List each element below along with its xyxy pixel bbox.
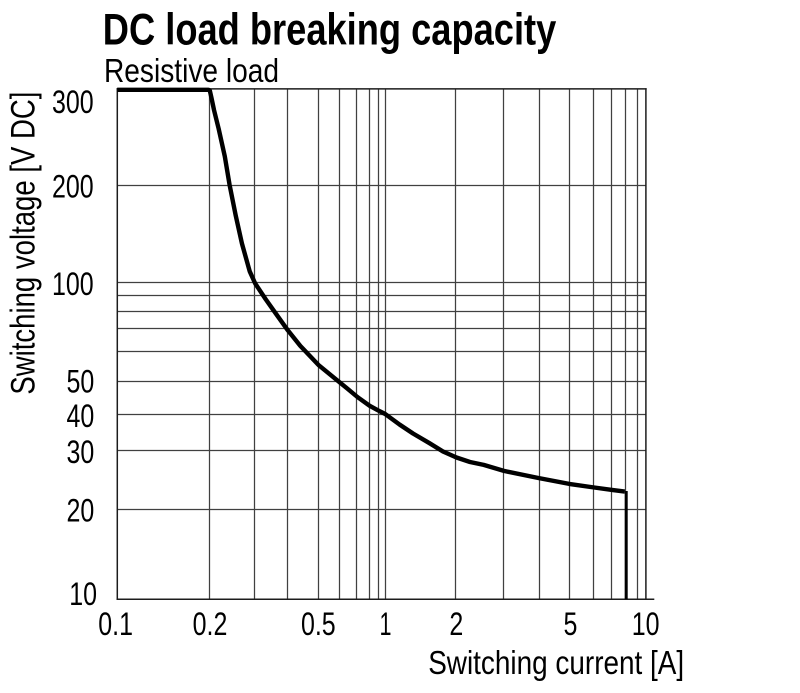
svg-text:2: 2 <box>449 606 463 642</box>
svg-text:1: 1 <box>380 606 392 642</box>
svg-text:0.5: 0.5 <box>301 606 336 642</box>
svg-text:Switching current [A]: Switching current [A] <box>428 645 684 682</box>
svg-text:30: 30 <box>67 434 95 470</box>
svg-text:0.2: 0.2 <box>193 606 228 642</box>
svg-text:300: 300 <box>52 84 94 120</box>
svg-text:DC load breaking capacity: DC load breaking capacity <box>103 6 557 55</box>
svg-text:10: 10 <box>632 606 660 642</box>
svg-text:Switching voltage [V DC]: Switching voltage [V DC] <box>4 92 42 395</box>
svg-text:200: 200 <box>52 168 94 204</box>
svg-text:5: 5 <box>563 606 577 642</box>
svg-text:Resistive load: Resistive load <box>104 52 279 89</box>
svg-text:50: 50 <box>67 364 95 400</box>
svg-text:10: 10 <box>69 576 97 612</box>
svg-text:40: 40 <box>67 398 95 434</box>
svg-text:20: 20 <box>67 492 95 528</box>
svg-text:100: 100 <box>52 266 94 302</box>
svg-text:0.1: 0.1 <box>98 606 133 642</box>
